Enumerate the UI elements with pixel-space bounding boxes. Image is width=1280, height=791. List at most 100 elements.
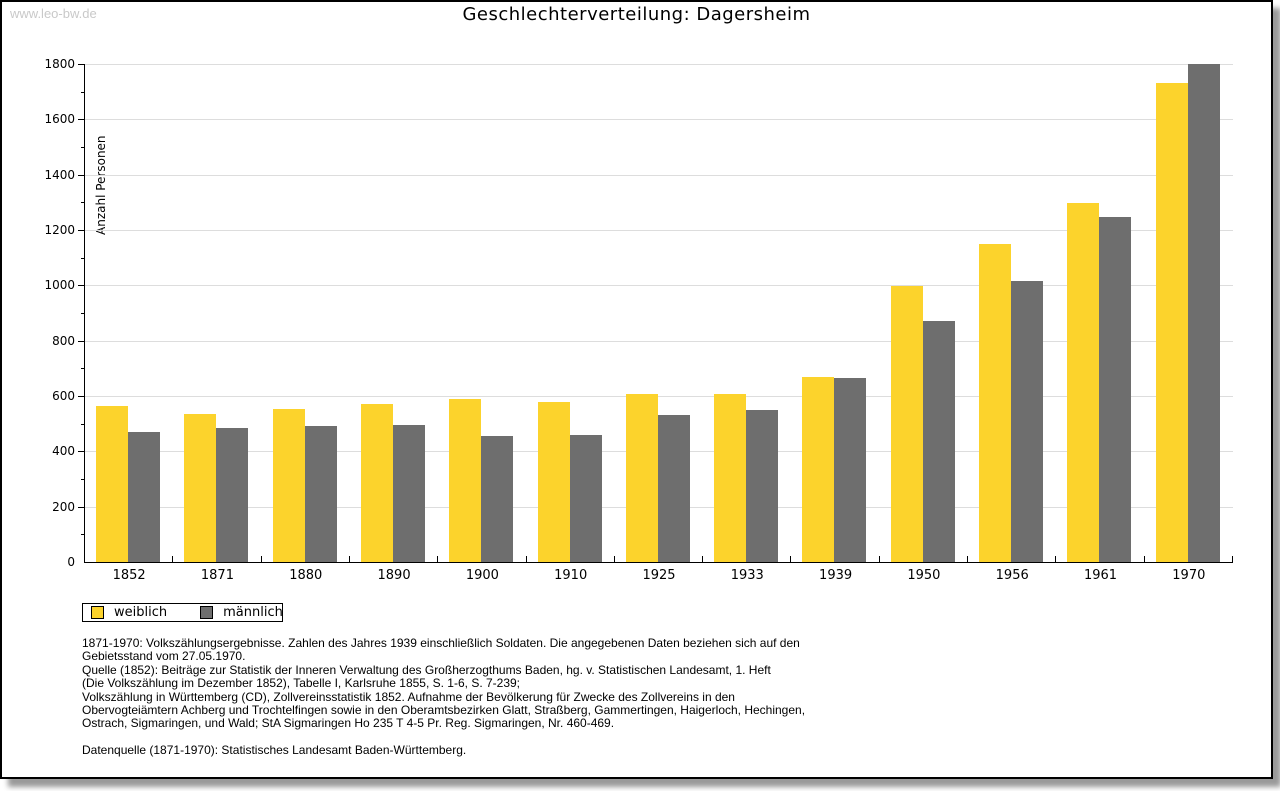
bar-weiblich-1956 xyxy=(979,244,1012,562)
x-tick-13 xyxy=(1232,556,1233,562)
gridline-1400 xyxy=(85,174,1233,176)
bar-weiblich-1910 xyxy=(537,401,570,562)
y-minor-tick-1300 xyxy=(81,202,84,204)
gridline-800 xyxy=(85,340,1233,342)
weiblich-swatch-icon xyxy=(91,606,104,619)
bar-weiblich-1925 xyxy=(625,394,658,562)
bar-weiblich-1970 xyxy=(1155,83,1188,562)
x-category-label-1910: 1910 xyxy=(554,568,588,583)
y-major-tick-400 xyxy=(78,451,84,453)
bar-männlich-1925 xyxy=(657,415,690,562)
x-tick-4 xyxy=(437,556,439,562)
x-tick-7 xyxy=(702,556,704,562)
bar-männlich-1890 xyxy=(392,425,425,562)
y-minor-tick-900 xyxy=(81,313,84,314)
bar-männlich-1910 xyxy=(569,435,602,562)
bar-männlich-1956 xyxy=(1011,280,1044,562)
y-minor-tick-700 xyxy=(81,368,84,370)
maennlich-swatch-icon xyxy=(200,606,214,619)
y-major-tick-1200 xyxy=(78,230,84,231)
x-category-label-1900: 1900 xyxy=(465,568,499,583)
y-tick-label-1600: 1600 xyxy=(44,112,75,127)
x-category-label-1852: 1852 xyxy=(112,568,146,583)
x-tick-11 xyxy=(1055,556,1057,562)
y-minor-tick-500 xyxy=(81,423,84,425)
source-note-line: Obervogteiämtern Achberg und Trochtelfin… xyxy=(82,703,806,718)
y-tick-label-600: 600 xyxy=(52,389,75,403)
x-category-label-1939: 1939 xyxy=(819,568,853,583)
y-tick-label-200: 200 xyxy=(52,499,75,514)
y-tick-label-1000: 1000 xyxy=(44,278,75,293)
watermark: www.leo-bw.de xyxy=(10,6,97,21)
bar-weiblich-1933 xyxy=(714,394,747,562)
y-minor-tick-100 xyxy=(81,534,84,536)
bar-weiblich-1852 xyxy=(96,405,128,562)
x-tick-8 xyxy=(790,556,792,562)
x-category-label-1933: 1933 xyxy=(730,568,764,583)
x-tick-3 xyxy=(348,556,350,562)
y-tick-label-0: 0 xyxy=(67,555,75,569)
gridline-1600 xyxy=(85,119,1233,121)
y-major-tick-600 xyxy=(78,396,84,397)
y-minor-tick-1700 xyxy=(81,91,84,93)
x-category-label-1880: 1880 xyxy=(289,568,323,583)
gridline-600 xyxy=(85,396,1233,397)
gridline-1000 xyxy=(85,285,1233,287)
bar-männlich-1880 xyxy=(304,426,337,562)
bar-männlich-1950 xyxy=(922,321,955,562)
chart-title: Geschlechterverteilung: Dagersheim xyxy=(462,4,811,25)
bar-weiblich-1950 xyxy=(890,286,923,562)
bar-männlich-1933 xyxy=(746,410,779,562)
bar-weiblich-1939 xyxy=(802,376,835,562)
y-major-tick-1400 xyxy=(78,174,84,176)
bar-weiblich-1871 xyxy=(184,413,217,562)
chart-container: www.leo-bw.de Geschlechterverteilung: Da… xyxy=(0,0,1273,779)
bar-männlich-1961 xyxy=(1099,217,1132,562)
source-notes: 1871-1970: Volkszählungsergebnisse. Zahl… xyxy=(82,636,806,757)
bar-weiblich-1961 xyxy=(1067,202,1100,562)
x-tick-5 xyxy=(525,556,527,562)
x-category-label-1925: 1925 xyxy=(642,568,676,583)
y-axis-label: Anzahl Personen xyxy=(94,135,108,235)
datenquelle-line: Datenquelle (1871-1970): Statistisches L… xyxy=(82,742,467,757)
bar-männlich-1852 xyxy=(128,431,160,562)
x-category-label-1890: 1890 xyxy=(377,568,411,583)
source-note-line: (Die Volkszählung im Dezember 1852), Tab… xyxy=(82,676,521,691)
legend-item-maennlich: männlich xyxy=(200,605,283,620)
x-tick-10 xyxy=(967,556,969,562)
x-category-label-1961: 1961 xyxy=(1083,568,1118,583)
source-note-line: Volkszählung in Württemberg (CD), Zollve… xyxy=(82,689,735,704)
y-minor-tick-1100 xyxy=(81,257,84,259)
gridline-1200 xyxy=(85,230,1233,231)
y-major-tick-1800 xyxy=(78,64,84,65)
x-tick-2 xyxy=(260,556,262,562)
gridline-1800 xyxy=(85,64,1233,65)
legend-item-weiblich: weiblich xyxy=(91,605,167,620)
source-note-line: Quelle (1852): Beiträge zur Statistik de… xyxy=(82,662,771,677)
y-minor-tick-300 xyxy=(81,479,84,480)
x-category-label-1956: 1956 xyxy=(995,568,1029,583)
x-tick-9 xyxy=(878,556,880,562)
bar-männlich-1939 xyxy=(834,378,867,562)
bar-weiblich-1880 xyxy=(272,408,305,562)
y-major-tick-200 xyxy=(78,506,84,508)
y-tick-label-1400: 1400 xyxy=(44,167,75,182)
y-major-tick-800 xyxy=(78,340,84,342)
plot-area: Anzahl Personen 0 200 400 600 800 1000 1200 140… xyxy=(44,57,1233,583)
legend-label-maennlich: männlich xyxy=(223,605,283,620)
legend-label-weiblich: weiblich xyxy=(114,605,168,620)
source-note-line: 1871-1970: Volkszählungsergebnisse. Zahl… xyxy=(82,636,800,650)
bar-männlich-1970 xyxy=(1187,64,1220,562)
x-category-label-1871: 1871 xyxy=(200,568,234,583)
x-tick-1 xyxy=(172,556,174,562)
y-tick-label-800: 800 xyxy=(52,333,75,348)
y-tick-label-1200: 1200 xyxy=(44,223,75,237)
y-major-tick-1600 xyxy=(78,119,84,121)
bar-männlich-1900 xyxy=(481,436,514,562)
bar-männlich-1871 xyxy=(216,428,249,562)
x-tick-6 xyxy=(613,556,615,562)
y-minor-tick-1500 xyxy=(81,147,84,148)
source-note-line: Gebietsstand vom 27.05.1970. xyxy=(82,649,246,664)
y-major-tick-1000 xyxy=(78,285,84,287)
